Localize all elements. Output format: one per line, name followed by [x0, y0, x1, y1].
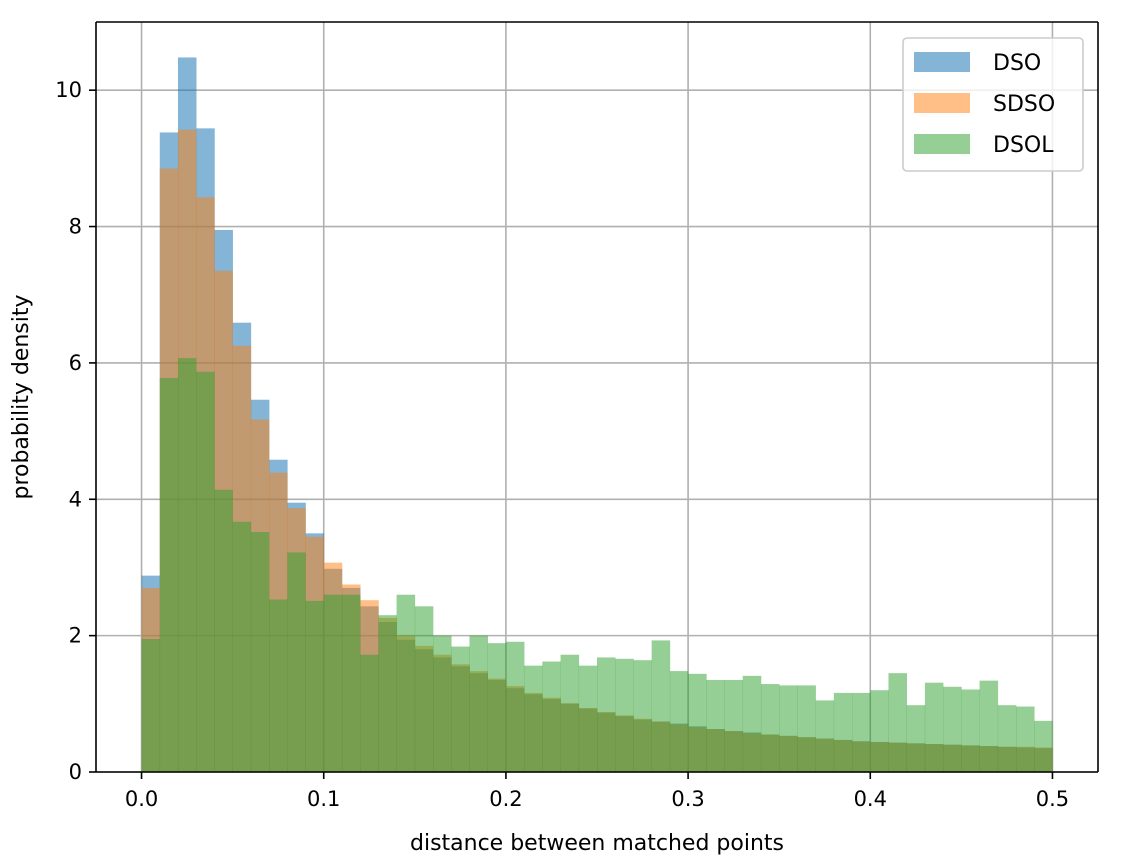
bar-dsol: [451, 646, 470, 772]
legend-swatch-dsol: [914, 134, 970, 154]
x-tick-label: 0.2: [489, 787, 522, 811]
bar-dsol: [1016, 706, 1035, 772]
legend: DSO SDSO DSOL: [902, 37, 1084, 172]
bar-dsol: [505, 641, 525, 772]
x-tick-label: 0.1: [307, 787, 340, 811]
bar-dsol: [760, 684, 780, 772]
bar-dsol: [906, 705, 926, 772]
y-tick-label: 6: [69, 351, 82, 375]
bar-dsol: [177, 358, 197, 772]
bar-dsol: [924, 682, 944, 772]
y-axis: 0 2 4 6 8 10: [55, 78, 96, 784]
legend-label-dso: DSO: [993, 51, 1041, 76]
x-tick-label: 0.3: [671, 787, 704, 811]
bar-dsol: [524, 665, 543, 772]
y-tick-label: 0: [69, 760, 82, 784]
bar-dsol: [232, 521, 252, 772]
bar-dsol: [979, 680, 999, 772]
y-tick-label: 4: [69, 487, 82, 511]
bar-dsol: [560, 654, 580, 772]
bar-dsol: [487, 643, 507, 772]
bar-dsol: [469, 635, 488, 772]
bar-dsol: [797, 685, 816, 772]
y-tick-label: 10: [55, 78, 82, 102]
y-tick-label: 2: [69, 624, 82, 648]
bar-dsol: [688, 673, 707, 772]
bar-dsol: [323, 594, 343, 772]
bar-dsol: [669, 671, 689, 772]
bar-dsol: [961, 689, 980, 772]
bar-dsol: [1034, 720, 1053, 772]
series-dsol: [141, 358, 1053, 772]
bar-dsol: [997, 705, 1017, 772]
bar-dsol: [651, 640, 671, 772]
x-axis-label: distance between matched points: [410, 831, 784, 856]
bar-dsol: [742, 675, 762, 772]
bar-dsol: [141, 639, 161, 772]
bar-dsol: [779, 685, 798, 772]
plot-area: 0.0 0.1 0.2 0.3 0.4 0.5 0 2 4 6 8 10: [55, 21, 1099, 811]
x-tick-label: 0.5: [1036, 787, 1069, 811]
bar-dsol: [833, 692, 853, 772]
legend-swatch-sdso: [914, 93, 970, 113]
bar-dsol: [870, 690, 889, 772]
legend-label-sdso: SDSO: [993, 92, 1055, 117]
bar-dsol: [815, 700, 835, 772]
bar-dsol: [287, 552, 306, 772]
bar-dsol: [578, 665, 598, 772]
bar-dsol: [360, 654, 379, 772]
x-axis: 0.0 0.1 0.2 0.3 0.4 0.5: [125, 772, 1069, 811]
bar-dsol: [852, 692, 871, 772]
bar-dsol: [341, 594, 361, 772]
bar-dsol: [615, 658, 634, 772]
bar-dsol: [378, 615, 397, 772]
legend-label-dsol: DSOL: [993, 133, 1054, 158]
x-tick-label: 0.0: [125, 787, 158, 811]
axes-frame: [95, 21, 1099, 773]
bar-dsol: [269, 599, 288, 772]
bar-dsol: [214, 489, 233, 772]
bar-dsol: [250, 532, 270, 772]
bar-dsol: [414, 606, 434, 772]
y-tick-label: 8: [69, 215, 82, 239]
bar-dsol: [633, 660, 652, 772]
bar-dsol: [196, 371, 215, 772]
bar-dsol: [706, 679, 725, 772]
bar-dsol: [597, 657, 616, 772]
bar-dsol: [433, 635, 452, 772]
bar-dsol: [305, 600, 325, 772]
bar-dsol: [943, 686, 962, 772]
bar-dsol: [396, 594, 416, 772]
bar-dsol: [888, 673, 908, 772]
legend-swatch-dso: [914, 52, 970, 72]
bar-dsol: [542, 661, 561, 772]
x-tick-label: 0.4: [854, 787, 887, 811]
bar-dsol: [159, 377, 179, 772]
y-axis-label: probability density: [9, 294, 34, 499]
bar-dsol: [724, 679, 744, 772]
